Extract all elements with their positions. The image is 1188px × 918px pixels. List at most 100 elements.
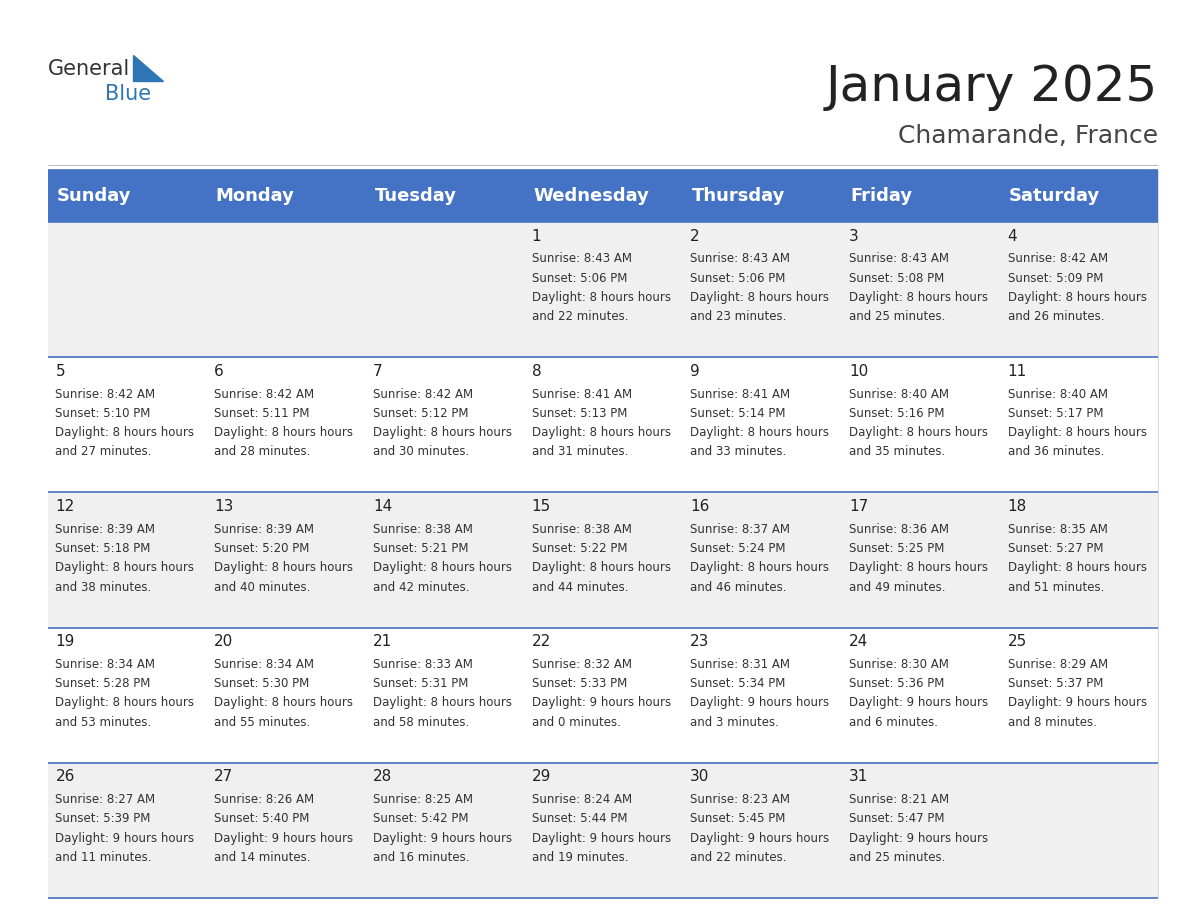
Bar (524, 170, 682, 222)
Text: Sunrise: 8:42 AM: Sunrise: 8:42 AM (1007, 252, 1107, 265)
Text: Sunrise: 8:38 AM: Sunrise: 8:38 AM (373, 522, 473, 536)
Text: Daylight: 8 hours hours: Daylight: 8 hours hours (1007, 561, 1146, 575)
Text: Daylight: 9 hours hours: Daylight: 9 hours hours (849, 832, 988, 845)
Bar (48, 763, 207, 898)
Text: Sunset: 5:22 PM: Sunset: 5:22 PM (531, 542, 627, 555)
Text: Blue: Blue (105, 84, 151, 104)
Text: and 3 minutes.: and 3 minutes. (690, 716, 779, 729)
Text: and 38 minutes.: and 38 minutes. (56, 580, 152, 594)
Bar (48, 492, 207, 628)
Text: and 49 minutes.: and 49 minutes. (849, 580, 946, 594)
Text: and 55 minutes.: and 55 minutes. (214, 716, 310, 729)
Text: Sunset: 5:34 PM: Sunset: 5:34 PM (690, 677, 785, 690)
Text: and 46 minutes.: and 46 minutes. (690, 580, 786, 594)
Text: Daylight: 8 hours hours: Daylight: 8 hours hours (531, 426, 670, 439)
Bar (682, 492, 841, 628)
Text: Sunset: 5:13 PM: Sunset: 5:13 PM (531, 407, 627, 420)
Text: Tuesday: Tuesday (374, 187, 456, 205)
Text: Sunset: 5:21 PM: Sunset: 5:21 PM (373, 542, 468, 555)
Bar (841, 222, 999, 357)
Bar (682, 222, 841, 357)
Text: Daylight: 8 hours hours: Daylight: 8 hours hours (849, 426, 988, 439)
Text: Daylight: 8 hours hours: Daylight: 8 hours hours (1007, 291, 1146, 304)
Text: 17: 17 (849, 498, 868, 514)
Text: Sunset: 5:42 PM: Sunset: 5:42 PM (373, 812, 468, 825)
Text: and 11 minutes.: and 11 minutes. (56, 851, 152, 864)
Text: Daylight: 8 hours hours: Daylight: 8 hours hours (849, 291, 988, 304)
Text: Sunset: 5:10 PM: Sunset: 5:10 PM (56, 407, 151, 420)
Text: Daylight: 8 hours hours: Daylight: 8 hours hours (690, 561, 829, 575)
Text: Daylight: 8 hours hours: Daylight: 8 hours hours (214, 426, 353, 439)
Text: Sunrise: 8:34 AM: Sunrise: 8:34 AM (214, 658, 314, 671)
Bar (365, 763, 524, 898)
Text: Sunset: 5:09 PM: Sunset: 5:09 PM (1007, 272, 1102, 285)
Bar (841, 763, 999, 898)
Bar (524, 222, 682, 357)
Text: 3: 3 (849, 229, 859, 243)
Text: Sunrise: 8:37 AM: Sunrise: 8:37 AM (690, 522, 790, 536)
Text: 21: 21 (373, 634, 392, 649)
Text: 31: 31 (849, 769, 868, 784)
Text: and 35 minutes.: and 35 minutes. (849, 445, 946, 458)
Text: 4: 4 (1007, 229, 1017, 243)
Bar (365, 357, 524, 492)
Bar (682, 357, 841, 492)
Text: 13: 13 (214, 498, 234, 514)
Text: and 19 minutes.: and 19 minutes. (531, 851, 628, 864)
Text: Daylight: 8 hours hours: Daylight: 8 hours hours (1007, 426, 1146, 439)
Text: Daylight: 8 hours hours: Daylight: 8 hours hours (373, 426, 512, 439)
Text: 15: 15 (531, 498, 551, 514)
Text: January 2025: January 2025 (826, 63, 1158, 111)
Text: Daylight: 8 hours hours: Daylight: 8 hours hours (373, 561, 512, 575)
Text: and 42 minutes.: and 42 minutes. (373, 580, 469, 594)
Text: Sunset: 5:24 PM: Sunset: 5:24 PM (690, 542, 785, 555)
Text: 16: 16 (690, 498, 709, 514)
Text: Friday: Friday (851, 187, 912, 205)
Text: Sunrise: 8:43 AM: Sunrise: 8:43 AM (849, 252, 949, 265)
Text: Daylight: 9 hours hours: Daylight: 9 hours hours (373, 832, 512, 845)
Text: Sunset: 5:30 PM: Sunset: 5:30 PM (214, 677, 309, 690)
Text: 27: 27 (214, 769, 233, 784)
Text: Sunset: 5:08 PM: Sunset: 5:08 PM (849, 272, 944, 285)
Bar (682, 628, 841, 763)
Bar (207, 492, 365, 628)
Text: 14: 14 (373, 498, 392, 514)
Text: Sunrise: 8:27 AM: Sunrise: 8:27 AM (56, 793, 156, 806)
Text: Sunrise: 8:26 AM: Sunrise: 8:26 AM (214, 793, 315, 806)
Text: 6: 6 (214, 364, 223, 379)
Bar (48, 170, 207, 222)
Text: 9: 9 (690, 364, 700, 379)
Text: 30: 30 (690, 769, 709, 784)
Text: Sunset: 5:44 PM: Sunset: 5:44 PM (531, 812, 627, 825)
Text: Sunrise: 8:32 AM: Sunrise: 8:32 AM (531, 658, 632, 671)
Text: 23: 23 (690, 634, 709, 649)
Text: and 22 minutes.: and 22 minutes. (690, 851, 786, 864)
Text: 26: 26 (56, 769, 75, 784)
Text: and 58 minutes.: and 58 minutes. (373, 716, 469, 729)
Text: 25: 25 (1007, 634, 1026, 649)
Text: Daylight: 8 hours hours: Daylight: 8 hours hours (214, 697, 353, 710)
Text: Monday: Monday (216, 187, 295, 205)
Text: Sunset: 5:31 PM: Sunset: 5:31 PM (373, 677, 468, 690)
Text: Sunset: 5:36 PM: Sunset: 5:36 PM (849, 677, 944, 690)
Bar (207, 763, 365, 898)
Text: Daylight: 8 hours hours: Daylight: 8 hours hours (56, 561, 195, 575)
Text: Sunrise: 8:29 AM: Sunrise: 8:29 AM (1007, 658, 1107, 671)
Text: Sunset: 5:47 PM: Sunset: 5:47 PM (849, 812, 944, 825)
Bar (999, 763, 1158, 898)
Text: Sunset: 5:27 PM: Sunset: 5:27 PM (1007, 542, 1102, 555)
Text: and 26 minutes.: and 26 minutes. (1007, 310, 1104, 323)
Text: Sunrise: 8:43 AM: Sunrise: 8:43 AM (690, 252, 790, 265)
Text: and 28 minutes.: and 28 minutes. (214, 445, 310, 458)
Text: Daylight: 9 hours hours: Daylight: 9 hours hours (531, 832, 671, 845)
Text: and 0 minutes.: and 0 minutes. (531, 716, 620, 729)
Text: Sunset: 5:39 PM: Sunset: 5:39 PM (56, 812, 151, 825)
Text: and 25 minutes.: and 25 minutes. (849, 851, 946, 864)
Bar (524, 492, 682, 628)
Text: Daylight: 8 hours hours: Daylight: 8 hours hours (373, 697, 512, 710)
Text: General: General (48, 59, 129, 79)
Text: Sunrise: 8:43 AM: Sunrise: 8:43 AM (531, 252, 632, 265)
Text: Sunday: Sunday (57, 187, 132, 205)
Text: Daylight: 8 hours hours: Daylight: 8 hours hours (56, 697, 195, 710)
Text: Sunrise: 8:40 AM: Sunrise: 8:40 AM (849, 387, 949, 400)
